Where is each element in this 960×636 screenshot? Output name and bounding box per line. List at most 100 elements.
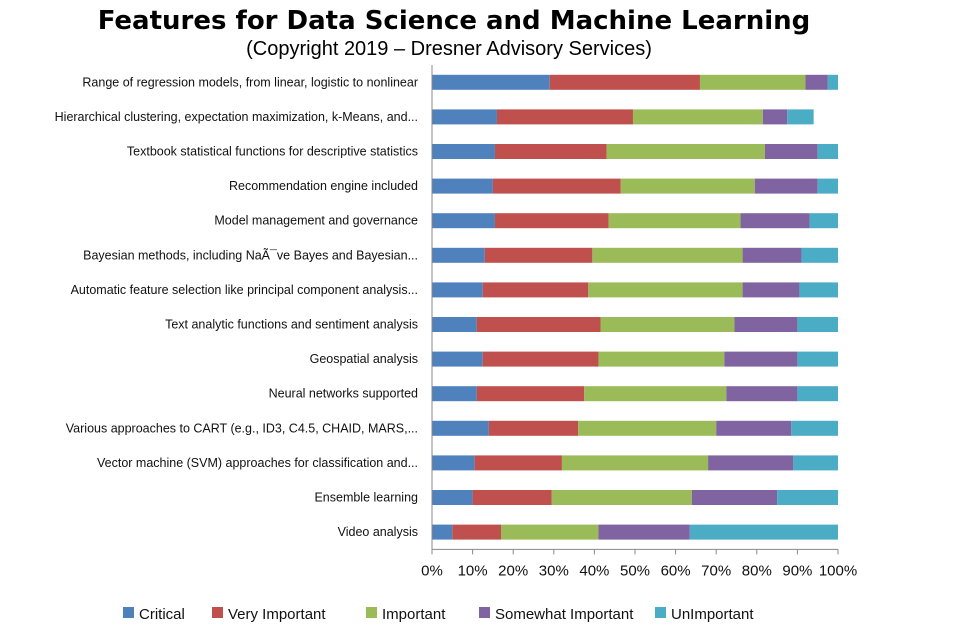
bar-segment-somewhat-important — [764, 144, 818, 159]
category-label: Textbook statistical functions for descr… — [127, 145, 418, 159]
bar-segment-very-important — [488, 420, 579, 436]
bar-segment-unimportant — [801, 247, 838, 263]
x-axis: 0% 10% 20% 30% 40% 50% 60% 70% 80% 90% 100% — [421, 65, 857, 579]
bar-segment-unimportant — [689, 524, 838, 540]
bar-segment-critical — [432, 524, 453, 540]
bar-segments — [432, 74, 838, 540]
bar-segment-unimportant — [809, 213, 838, 229]
bar-segment-somewhat-important — [734, 317, 798, 332]
bar-segment-critical — [432, 109, 497, 125]
bar-segment-critical — [432, 490, 473, 505]
bar-segment-unimportant — [777, 490, 838, 505]
category-labels: Range of regression models, from linear,… — [55, 75, 418, 539]
bar-segment-critical — [432, 317, 477, 332]
bar-segment-very-important — [476, 386, 585, 402]
bar-segment-unimportant — [793, 455, 838, 471]
bar-segment-somewhat-important — [742, 247, 802, 263]
legend-swatch — [123, 607, 134, 618]
x-tick-label: 80% — [742, 562, 772, 579]
x-tick-label: 60% — [661, 562, 691, 579]
category-label: Bayesian methods, including NaÃ¯ve Bayes… — [83, 248, 418, 262]
bar-segment-important — [598, 351, 725, 367]
bar-segment-important — [699, 74, 806, 90]
legend-label: Important — [382, 606, 446, 623]
category-label: Various approaches to CART (e.g., ID3, C… — [66, 421, 418, 435]
category-label: Automatic feature selection like princip… — [71, 283, 418, 297]
category-label: Geospatial analysis — [310, 352, 418, 366]
bar-segment-somewhat-important — [708, 455, 794, 471]
x-tick-label: 40% — [579, 562, 609, 579]
x-tick-label: 90% — [782, 562, 812, 579]
bar-segment-important — [620, 178, 755, 194]
bar-segment-unimportant — [797, 317, 838, 332]
bar-segment-very-important — [496, 109, 633, 125]
bar-segment-somewhat-important — [691, 490, 778, 505]
bar-segment-important — [592, 247, 743, 263]
bar-segment-critical — [432, 455, 475, 471]
bar-segment-very-important — [492, 178, 621, 194]
bar-segment-somewhat-important — [805, 74, 828, 90]
x-tick-label: 20% — [498, 562, 528, 579]
bar-segment-very-important — [474, 455, 562, 471]
bar-segment-important — [551, 490, 692, 505]
bar-segment-somewhat-important — [726, 386, 798, 402]
legend-swatch — [479, 607, 490, 618]
legend-label: Very Important — [228, 606, 326, 623]
bar-segment-important — [588, 282, 743, 298]
category-label: Video analysis — [338, 525, 418, 539]
bar-segment-very-important — [494, 144, 607, 159]
bar-segment-very-important — [476, 317, 601, 332]
bar-segment-critical — [432, 74, 550, 90]
bar-segment-critical — [432, 247, 485, 263]
category-label: Recommendation engine included — [229, 179, 418, 193]
bar-segment-critical — [432, 420, 489, 436]
bar-segment-very-important — [452, 524, 502, 540]
bar-segment-critical — [432, 213, 495, 229]
x-tick-label: 50% — [620, 562, 650, 579]
bar-segment-critical — [432, 351, 483, 367]
bar-segment-important — [561, 455, 709, 471]
bar-segment-critical — [432, 282, 483, 298]
legend-label: Somewhat Important — [495, 606, 634, 623]
bar-segment-very-important — [494, 213, 609, 229]
bar-segment-somewhat-important — [754, 178, 818, 194]
bar-segment-very-important — [549, 74, 700, 90]
bar-segment-critical — [432, 386, 477, 402]
bar-segment-important — [584, 386, 727, 402]
bar-segment-critical — [432, 144, 495, 159]
bar-segment-unimportant — [817, 178, 838, 194]
legend-swatch — [655, 607, 666, 618]
category-label: Vector machine (SVM) approaches for clas… — [97, 456, 418, 470]
category-label: Hierarchical clustering, expectation max… — [55, 110, 418, 124]
category-label: Ensemble learning — [314, 491, 418, 505]
legend-label: Critical — [139, 606, 185, 623]
bar-segment-important — [501, 524, 599, 540]
bar-segment-important — [578, 420, 717, 436]
category-label: Model management and governance — [214, 214, 418, 228]
bar-segment-important — [600, 317, 735, 332]
legend: Critical Very Important Important Somewhat … — [123, 606, 754, 623]
bar-segment-critical — [432, 178, 493, 194]
bar-segment-important — [608, 213, 741, 229]
x-tick-label: 70% — [701, 562, 731, 579]
bar-segment-somewhat-important — [598, 524, 690, 540]
category-label: Range of regression models, from linear,… — [82, 75, 418, 89]
bar-segment-unimportant — [797, 351, 838, 367]
bar-segment-somewhat-important — [742, 282, 800, 298]
bar-segment-unimportant — [787, 109, 814, 125]
bar-segment-important — [632, 109, 763, 125]
chart-title: Features for Data Science and Machine Le… — [97, 6, 811, 36]
legend-label: UnImportant — [671, 606, 754, 623]
x-tick-label: 100% — [819, 562, 857, 579]
x-tick-label: 0% — [421, 562, 443, 579]
bar-segment-unimportant — [799, 282, 838, 298]
bar-segment-very-important — [484, 247, 593, 263]
category-label: Text analytic functions and sentiment an… — [165, 318, 418, 332]
bar-segment-very-important — [482, 351, 599, 367]
bar-segment-important — [606, 144, 765, 159]
bar-segment-unimportant — [817, 144, 838, 159]
category-label: Neural networks supported — [269, 387, 418, 401]
legend-swatch — [212, 607, 223, 618]
legend-swatch — [366, 607, 377, 618]
